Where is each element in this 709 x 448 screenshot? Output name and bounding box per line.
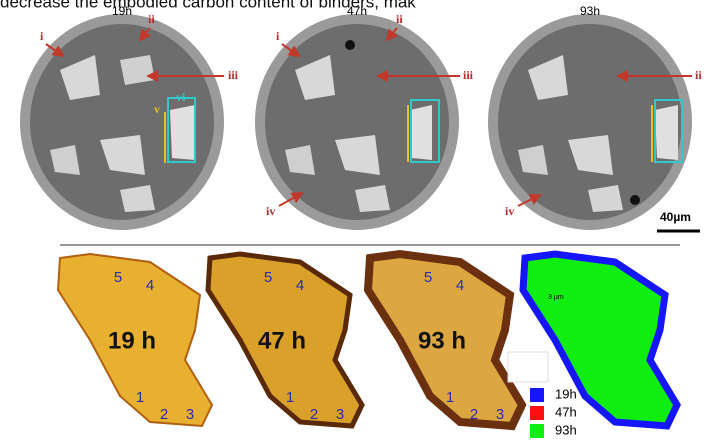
annotation: vi <box>176 90 186 104</box>
annotation: iv <box>266 204 275 218</box>
legend: 19h 47h 93h <box>530 386 577 438</box>
point-label: 4 <box>296 277 304 294</box>
point-label: 5 <box>114 269 122 286</box>
figure: decrease the embodied carbon content of … <box>0 0 709 443</box>
annotation: ii <box>148 12 155 26</box>
point-label: 1 <box>286 389 294 406</box>
point-label: 5 <box>424 269 432 286</box>
annotation: v <box>154 102 160 116</box>
annotation: iv <box>505 204 514 218</box>
particle-label: 47 h <box>258 327 306 354</box>
legend-label: 93h <box>555 422 577 437</box>
particle-label: 19 h <box>108 327 156 354</box>
annotation: ii <box>695 68 702 82</box>
point-label: 3 <box>496 406 504 423</box>
scale-bar-label: 40µm <box>660 210 691 224</box>
particle-label: 93 h <box>418 327 466 354</box>
annotation: i <box>40 29 44 43</box>
legend-label: 47h <box>555 404 577 419</box>
annotation: iii <box>463 68 474 82</box>
point-label: 2 <box>160 406 168 423</box>
point-label: 2 <box>470 406 478 423</box>
point-label: 3 <box>186 406 194 423</box>
point-label: 1 <box>136 389 144 406</box>
point-label: 3 <box>336 406 344 423</box>
point-label: 4 <box>146 277 154 294</box>
micrograph <box>488 14 692 230</box>
point-label: 2 <box>310 406 318 423</box>
annotation: i <box>276 29 280 43</box>
map-scale: 3 µm <box>548 294 564 301</box>
phase-map <box>523 254 677 426</box>
annotation: iii <box>228 68 239 82</box>
legend-label: 19h <box>555 386 577 401</box>
time-label: 47h <box>347 4 367 18</box>
point-label: 1 <box>446 389 454 406</box>
point-label: 4 <box>456 277 464 294</box>
time-label: 19h <box>112 4 132 18</box>
annotation: ii <box>396 12 403 26</box>
time-label: 93h <box>580 4 600 18</box>
point-label: 5 <box>264 269 272 286</box>
